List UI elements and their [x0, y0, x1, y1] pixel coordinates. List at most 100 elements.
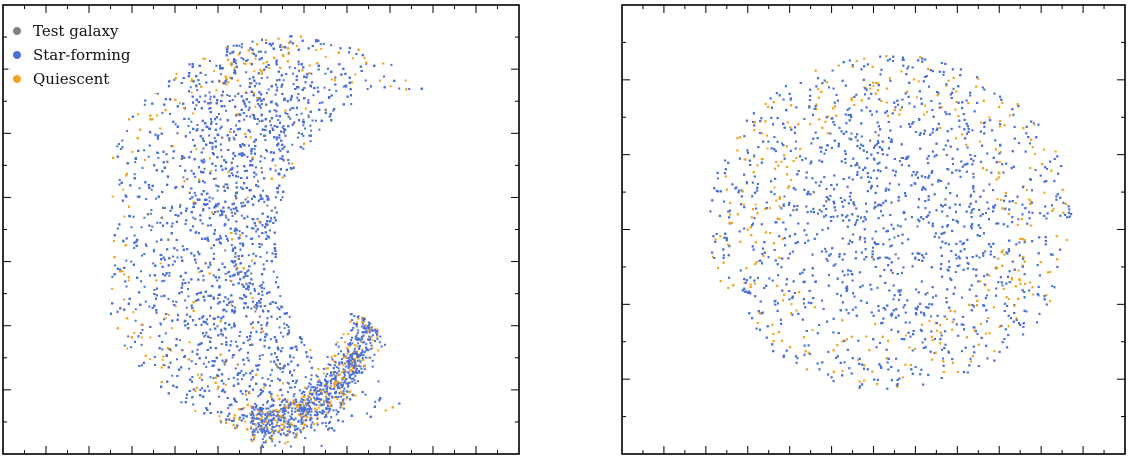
scatter-point	[266, 260, 268, 262]
scatter-point	[297, 63, 300, 66]
scatter-point	[337, 385, 340, 388]
scatter-point	[398, 87, 401, 90]
scatter-point	[144, 243, 147, 246]
scatter-point	[219, 73, 222, 76]
scatter-point	[253, 175, 256, 178]
scatter-point	[259, 106, 262, 109]
scatter-point	[265, 194, 268, 197]
scatter-point	[153, 248, 156, 251]
scatter-point	[258, 357, 261, 360]
scatter-point	[298, 69, 301, 72]
scatter-point	[261, 171, 263, 174]
scatter-point	[245, 288, 248, 291]
scatter-point	[118, 179, 121, 181]
scatter-point	[218, 241, 221, 244]
scatter-point	[141, 254, 144, 257]
scatter-point	[268, 66, 271, 69]
scatter-point	[242, 62, 245, 65]
scatter-point	[156, 114, 159, 117]
scatter-point	[220, 329, 223, 332]
scatter-point	[270, 124, 272, 127]
scatter-point	[133, 234, 136, 237]
scatter-point	[214, 317, 217, 320]
scatter-point	[254, 289, 256, 292]
scatter-point	[133, 247, 136, 249]
scatter-point	[314, 119, 317, 122]
scatter-point	[250, 82, 253, 85]
scatter-point	[246, 336, 249, 338]
scatter-point	[258, 315, 261, 318]
scatter-point	[283, 322, 286, 325]
scatter-point	[117, 143, 120, 145]
scatter-point	[138, 187, 141, 190]
scatter-point	[224, 81, 227, 84]
scatter-point	[374, 400, 377, 403]
scatter-point	[246, 155, 249, 158]
scatter-point	[215, 89, 218, 92]
scatter-point	[111, 275, 114, 278]
scatter-point	[145, 245, 148, 247]
scatter-point	[140, 336, 143, 339]
scatter-point	[281, 371, 284, 373]
scatter-point	[238, 271, 241, 274]
scatter-point	[281, 196, 284, 199]
scatter-point	[229, 52, 232, 55]
scatter-point	[364, 393, 367, 396]
scatter-point	[202, 315, 205, 318]
scatter-point	[226, 418, 229, 421]
scatter-point	[234, 427, 237, 430]
scatter-point	[111, 287, 114, 290]
scatter-point	[269, 373, 272, 376]
scatter-point	[240, 56, 243, 59]
scatter-point	[175, 358, 178, 361]
scatter-point	[234, 367, 237, 370]
scatter-point	[260, 283, 263, 286]
scatter-point	[220, 421, 223, 424]
scatter-point	[273, 109, 276, 112]
scatter-point	[389, 85, 392, 88]
scatter-point	[213, 69, 216, 72]
scatter-point	[266, 251, 268, 254]
scatter-point	[149, 336, 152, 339]
scatter-point	[211, 147, 214, 150]
scatter-point	[156, 136, 159, 138]
scatter-point	[185, 306, 188, 309]
scatter-point	[214, 177, 217, 180]
scatter-point	[190, 91, 193, 94]
scatter-point	[295, 113, 298, 116]
scatter-point	[232, 44, 235, 47]
scatter-point	[216, 302, 219, 305]
scatter-point	[198, 271, 201, 274]
scatter-point	[203, 158, 205, 161]
scatter-point	[240, 214, 243, 217]
scatter-point	[216, 279, 219, 282]
scatter-point	[315, 49, 318, 51]
scatter-point	[220, 155, 223, 158]
scatter-point	[234, 263, 237, 266]
scatter-point	[365, 62, 368, 65]
scatter-point	[250, 378, 253, 381]
scatter-point	[324, 55, 327, 58]
scatter-point	[257, 102, 260, 105]
scatter-point	[262, 62, 265, 65]
scatter-point	[238, 349, 241, 352]
scatter-point	[143, 216, 146, 219]
scatter-point	[250, 227, 253, 230]
scatter-point	[320, 47, 323, 50]
scatter-point	[279, 295, 282, 298]
scatter-point	[267, 88, 270, 91]
scatter-point	[127, 335, 130, 338]
scatter-point	[318, 102, 321, 105]
scatter-point	[255, 230, 258, 233]
scatter-point	[263, 287, 266, 290]
scatter-point	[143, 285, 146, 288]
scatter-point	[194, 194, 197, 197]
scatter-point	[260, 77, 263, 79]
scatter-point	[189, 86, 192, 89]
scatter-point	[322, 42, 325, 45]
scatter-point	[189, 197, 192, 200]
scatter-point	[249, 115, 252, 118]
scatter-point	[242, 201, 245, 204]
scatter-point	[293, 418, 295, 421]
scatter-point	[155, 240, 158, 243]
